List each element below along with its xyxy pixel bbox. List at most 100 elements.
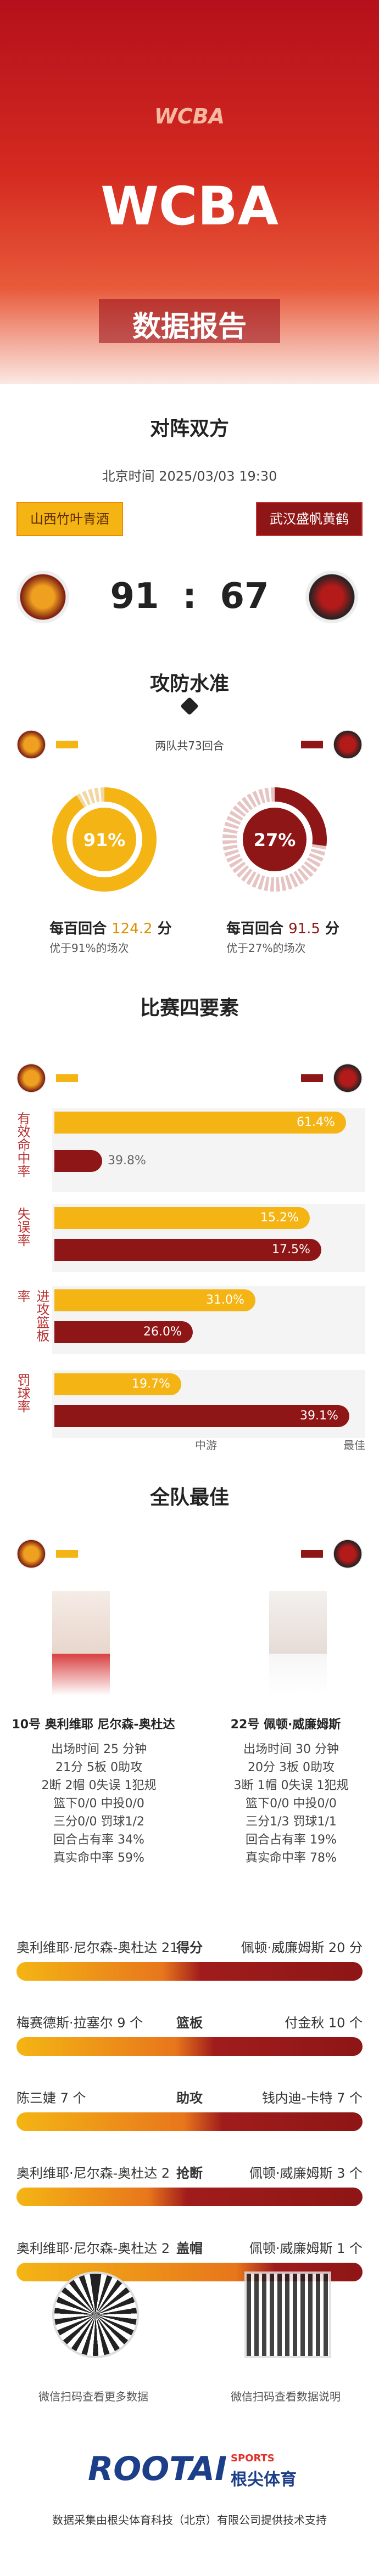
home-player-photo bbox=[52, 1591, 110, 1695]
section-heading: 对阵双方 bbox=[149, 418, 229, 440]
leader-bar bbox=[16, 1962, 363, 1981]
home-logo bbox=[16, 1539, 46, 1569]
away-color-key bbox=[301, 741, 323, 748]
away-logo bbox=[333, 1063, 363, 1093]
stat-line: 真实命中率 78% bbox=[246, 1851, 337, 1865]
value: 91.5 bbox=[288, 921, 320, 937]
away-team: 武汉盛帆黄鹤 bbox=[256, 502, 363, 536]
stat-label: 助攻 bbox=[176, 2090, 203, 2106]
possessions: 两队共73回合 bbox=[155, 739, 224, 752]
brand-cn: 根尖体育 bbox=[231, 2470, 297, 2489]
stat-line: 出场时间 30 分钟 bbox=[243, 1743, 339, 1756]
donut-arc bbox=[52, 787, 157, 892]
home-player-name: 10号 奥利维耶 尼尔森-奥杜达 bbox=[12, 1718, 175, 1732]
away-pts: 每百回合 91.5 分 bbox=[226, 917, 339, 938]
stat-line: 2断 2帽 0失误 1犯规 bbox=[41, 1779, 157, 1793]
text: 分 bbox=[325, 921, 340, 937]
icon bbox=[180, 697, 199, 715]
home-team: 山西竹叶青酒 bbox=[16, 502, 123, 536]
away-player-name: 22号 佩顿·威廉姆斯 bbox=[230, 1718, 341, 1732]
axis-label: 中游 bbox=[195, 1439, 217, 1452]
away-score: 67 bbox=[220, 576, 269, 617]
away-leader: 佩顿·威廉姆斯 1 个 bbox=[249, 2241, 363, 2256]
stat-label: 得分 bbox=[176, 1940, 203, 1955]
home-bar bbox=[54, 1373, 181, 1395]
away-bar bbox=[54, 1239, 321, 1261]
credit: 数据采集由根尖体育科技（北京）有限公司提供技术支持 bbox=[52, 2513, 327, 2527]
value: 124.2 bbox=[112, 921, 153, 937]
header-title: WCBA bbox=[101, 176, 278, 237]
stat-line: 20分 3板 0助攻 bbox=[248, 1761, 335, 1774]
donut-center bbox=[243, 808, 306, 871]
text: 每百回合 bbox=[226, 921, 284, 937]
home-color-key bbox=[56, 741, 78, 748]
away-bar bbox=[54, 1321, 193, 1343]
brand-sports: SPORTS bbox=[231, 2453, 275, 2464]
away-stats: 出场时间 30 分钟 20分 3板 0助攻 3断 1帽 0失误 1犯规 篮下0/0 中… bbox=[209, 1740, 374, 1867]
stat-line: 篮下0/0 中投0/0 bbox=[53, 1797, 144, 1811]
subtitle-band bbox=[99, 299, 280, 343]
stat-label: 篮板 bbox=[176, 2015, 203, 2031]
home-stats: 出场时间 25 分钟 21分 5板 0助攻 2断 2帽 0失误 1犯规 篮下0/0 中… bbox=[16, 1740, 181, 1867]
stat-line: 3断 1帽 0失误 1犯规 bbox=[233, 1779, 349, 1793]
qr-caption: 微信扫码查看数据说明 bbox=[231, 2390, 341, 2403]
donut-label: 27% bbox=[254, 830, 296, 850]
home-note: 优于91%的场次 bbox=[49, 942, 129, 955]
away-note: 优于27%的场次 bbox=[226, 942, 306, 955]
home-leader: 陈三婕 7 个 bbox=[16, 2090, 86, 2106]
home-color-key bbox=[56, 1074, 78, 1082]
away-leader: 付金秋 10 个 bbox=[285, 2015, 363, 2031]
stat-line: 篮下0/0 中投0/0 bbox=[246, 1797, 337, 1811]
home-leader: 奥利维耶·尼尔森-奥杜达 2 bbox=[16, 2241, 170, 2256]
stat-label: 抢断 bbox=[176, 2166, 203, 2181]
home-leader: 梅赛德斯·拉塞尔 9 个 bbox=[16, 2015, 143, 2031]
stat-label: 盖帽 bbox=[176, 2241, 203, 2256]
home-leader: 奥利维耶·尼尔森-奥杜达 21 bbox=[16, 1940, 179, 1955]
home-logo bbox=[16, 730, 46, 759]
home-bar bbox=[54, 1207, 310, 1229]
leader-bar bbox=[16, 2188, 363, 2206]
leader-bar bbox=[16, 2112, 363, 2131]
header-logo: WCBA bbox=[154, 104, 225, 128]
away-leader: 钱内迪-卡特 7 个 bbox=[261, 2090, 363, 2106]
stat-line: 真实命中率 59% bbox=[53, 1851, 144, 1865]
away-logo bbox=[333, 730, 363, 759]
qr-code bbox=[52, 2271, 139, 2358]
value-label: 39.8% bbox=[108, 1154, 146, 1168]
value-label: 61.4% bbox=[297, 1115, 335, 1129]
brand: ROOTAI bbox=[88, 2450, 227, 2488]
home-bar bbox=[54, 1112, 346, 1134]
home-logo bbox=[16, 571, 69, 623]
value-label: 39.1% bbox=[300, 1409, 338, 1423]
home-pts: 每百回合 124.2 分 bbox=[49, 917, 172, 938]
stat-line: 回合占有率 34% bbox=[53, 1833, 144, 1847]
section-heading: 全队最佳 bbox=[149, 1486, 229, 1509]
factor-label: 进攻篮板率 bbox=[15, 1289, 49, 1342]
home-color-key bbox=[56, 1550, 78, 1558]
stat-line: 三分1/3 罚球1/1 bbox=[246, 1815, 337, 1829]
away-leader: 佩顿·威廉姆斯 3 个 bbox=[249, 2166, 363, 2181]
qr-code bbox=[244, 2271, 331, 2358]
value-label: 26.0% bbox=[143, 1325, 182, 1339]
donut-center bbox=[73, 808, 136, 871]
away-bar bbox=[54, 1405, 349, 1427]
section-heading: 攻防水准 bbox=[149, 673, 229, 695]
home-score: 91 bbox=[110, 576, 159, 617]
match-time: 北京时间 2025/03/03 19:30 bbox=[102, 469, 277, 484]
axis-label: 最佳 bbox=[343, 1439, 365, 1452]
header-subtitle: 数据报告 bbox=[132, 311, 247, 343]
away-logo bbox=[305, 571, 358, 623]
factor-label: 罚球率 bbox=[15, 1373, 30, 1413]
donut-label: 91% bbox=[83, 830, 126, 850]
donut-arc bbox=[222, 787, 327, 892]
section-heading: 比赛四要素 bbox=[140, 997, 239, 1019]
text: 分 bbox=[157, 921, 172, 937]
away-color-key bbox=[301, 1550, 323, 1558]
away-logo bbox=[333, 1539, 363, 1569]
score-separator: : bbox=[182, 576, 197, 617]
text: 每百回合 bbox=[49, 921, 107, 937]
home-donut: 91% bbox=[52, 787, 157, 892]
home-bar bbox=[54, 1289, 255, 1311]
home-leader: 奥利维耶·尼尔森-奥杜达 2 bbox=[16, 2166, 170, 2181]
